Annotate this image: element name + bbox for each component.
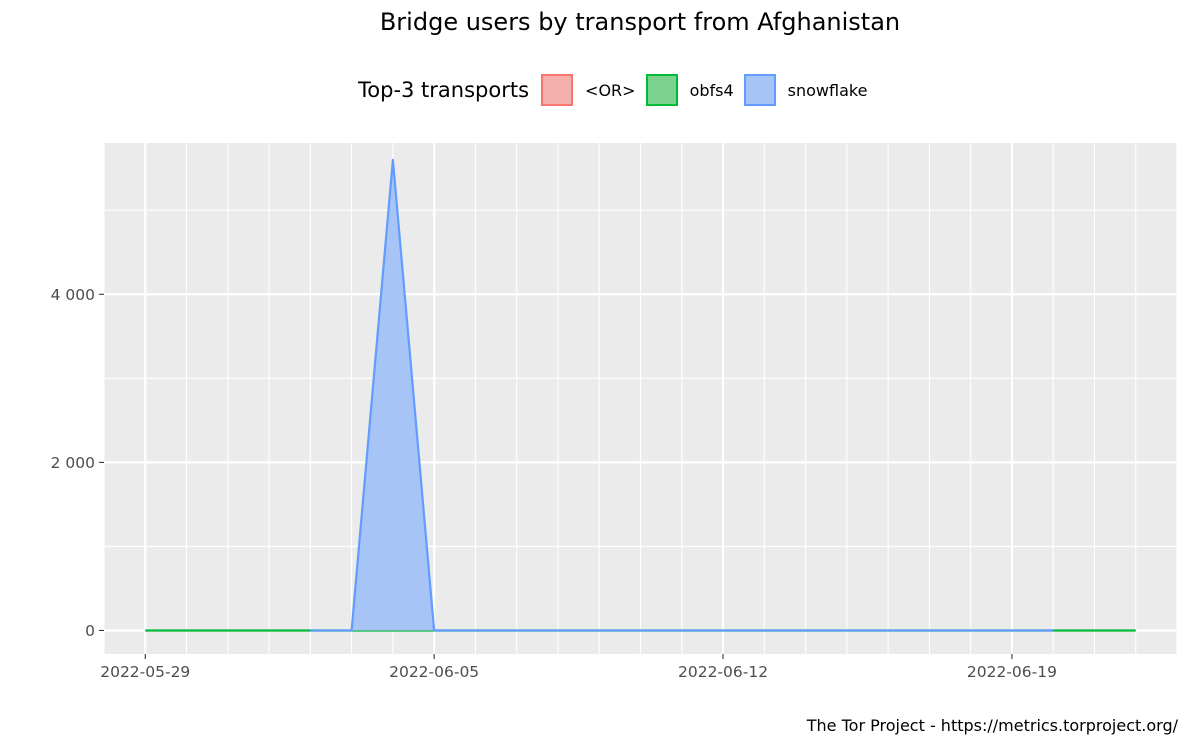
series-layer bbox=[145, 158, 1136, 632]
x-tick-label: 2022-05-29 bbox=[100, 663, 190, 681]
legend: Top-3 transports <OR> obfs4 snowflake bbox=[358, 72, 877, 108]
legend-label-snowflake: snowflake bbox=[787, 80, 868, 100]
legend-item-obfs4: obfs4 bbox=[645, 74, 734, 106]
y-tick-label: 2 000 bbox=[51, 454, 95, 472]
series-line-snowflake bbox=[310, 158, 1054, 632]
caption: The Tor Project - https://metrics.torpro… bbox=[806, 716, 1178, 735]
legend-label-obfs4: obfs4 bbox=[689, 80, 734, 100]
legend-swatch-obfs4 bbox=[645, 74, 678, 106]
legend-item-or: <OR> bbox=[541, 74, 636, 106]
legend-label-or: <OR> bbox=[585, 80, 636, 100]
grid-minor bbox=[103, 143, 1178, 654]
x-tick-label: 2022-06-19 bbox=[967, 663, 1057, 681]
legend-title: Top-3 transports bbox=[358, 78, 530, 102]
legend-item-snowflake: snowflake bbox=[743, 74, 868, 106]
x-tick-label: 2022-06-05 bbox=[389, 663, 479, 681]
series-area-snowflake bbox=[310, 159, 1054, 631]
y-tick-label: 4 000 bbox=[51, 286, 95, 304]
legend-swatch-or bbox=[541, 74, 574, 106]
x-axis: 2022-05-29 2022-06-05 2022-06-12 2022-06-19 bbox=[100, 654, 1057, 681]
legend-swatch-snowflake bbox=[743, 74, 776, 106]
y-axis: 0 2 000 4 000 bbox=[51, 286, 104, 640]
x-tick-label: 2022-06-12 bbox=[678, 663, 768, 681]
chart-title: Bridge users by transport from Afghanist… bbox=[379, 8, 901, 36]
y-tick-label: 0 bbox=[85, 622, 95, 640]
